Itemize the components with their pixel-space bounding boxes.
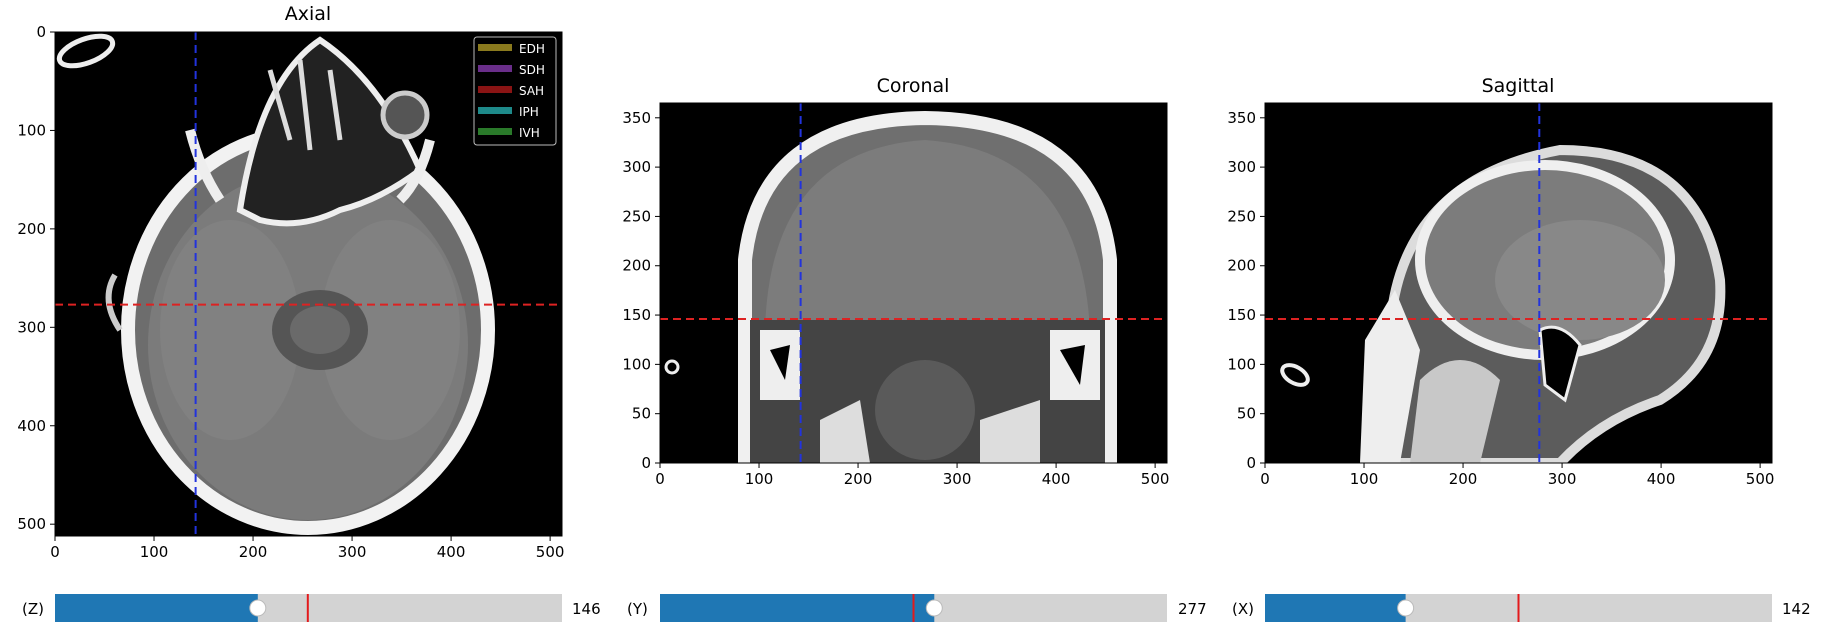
- y-tick-label: 250: [622, 207, 651, 225]
- legend-swatch-iph: [478, 107, 512, 114]
- x-tick-label: 500: [536, 543, 565, 561]
- slider-x-handle[interactable]: [1397, 599, 1415, 617]
- legend-label-sah: SAH: [519, 84, 544, 98]
- coronal-title: Coronal: [877, 75, 950, 97]
- slider-z-handle[interactable]: [249, 599, 267, 617]
- y-tick-label: 350: [1227, 109, 1256, 127]
- slider-x[interactable]: (X) 142: [1232, 594, 1811, 622]
- slider-y-fill: [660, 594, 935, 622]
- x-tick-label: 200: [239, 543, 268, 561]
- slider-z[interactable]: (Z) 146: [22, 594, 601, 622]
- slider-x-label: (X): [1232, 600, 1254, 618]
- legend-label-sdh: SDH: [519, 63, 545, 77]
- legend-swatch-sdh: [478, 65, 512, 72]
- y-tick-label: 350: [622, 109, 651, 127]
- x-tick-label: 100: [1350, 470, 1379, 488]
- x-tick-label: 500: [1141, 470, 1170, 488]
- legend-swatch-edh: [478, 44, 512, 51]
- coronal-image[interactable]: [660, 103, 1167, 463]
- coronal-y-axis: 0 50 100 150 200 250 300 350: [622, 109, 660, 472]
- slider-z-value: 146: [572, 600, 601, 618]
- x-tick-label: 100: [745, 470, 774, 488]
- x-tick-label: 400: [437, 543, 466, 561]
- y-tick-label: 250: [1227, 207, 1256, 225]
- coronal-x-axis: 0 100 200 300 400 500: [655, 463, 1169, 488]
- y-tick-label: 50: [632, 405, 651, 423]
- y-tick-label: 300: [1227, 158, 1256, 176]
- slider-x-fill: [1265, 594, 1406, 622]
- axial-title: Axial: [285, 3, 331, 25]
- sagittal-image[interactable]: [1265, 103, 1772, 463]
- y-tick-label: 0: [1246, 454, 1256, 472]
- x-tick-label: 0: [655, 470, 665, 488]
- axial-legend: EDH SDH SAH IPH IVH: [473, 36, 557, 146]
- legend-swatch-sah: [478, 86, 512, 93]
- y-tick-label: 200: [17, 220, 46, 238]
- slider-z-fill: [55, 594, 258, 622]
- sagittal-title: Sagittal: [1482, 75, 1555, 97]
- y-tick-label: 400: [17, 417, 46, 435]
- x-tick-label: 100: [140, 543, 169, 561]
- slider-y[interactable]: (Y) 277: [627, 594, 1207, 622]
- slider-y-label: (Y): [627, 600, 648, 618]
- legend-label-ivh: IVH: [519, 126, 540, 140]
- x-tick-label: 300: [338, 543, 367, 561]
- y-tick-label: 100: [17, 121, 46, 139]
- y-tick-label: 50: [1237, 405, 1256, 423]
- y-tick-label: 500: [17, 515, 46, 533]
- x-tick-label: 200: [1449, 470, 1478, 488]
- y-tick-label: 150: [1227, 306, 1256, 324]
- y-tick-label: 200: [1227, 257, 1256, 275]
- x-tick-label: 0: [1260, 470, 1270, 488]
- slider-y-value: 277: [1178, 600, 1207, 618]
- sagittal-y-axis: 0 50 100 150 200 250 300 350: [1227, 109, 1265, 472]
- x-tick-label: 400: [1647, 470, 1676, 488]
- y-tick-label: 300: [17, 318, 46, 336]
- coronal-frame: [659, 102, 1168, 464]
- axial-y-axis: 0 100 200 300 400 500: [17, 23, 55, 533]
- x-tick-label: 0: [50, 543, 60, 561]
- y-tick-label: 200: [622, 257, 651, 275]
- sagittal-x-axis: 0 100 200 300 400 500: [1260, 463, 1774, 488]
- y-tick-label: 100: [1227, 355, 1256, 373]
- legend-label-iph: IPH: [519, 105, 539, 119]
- legend-label-edh: EDH: [519, 42, 545, 56]
- x-tick-label: 400: [1042, 470, 1071, 488]
- axial-panel: Axial: [17, 3, 564, 561]
- sagittal-panel: Sagittal 0 100 200 300 400 500 0 50 100 150 200 25…: [1227, 75, 1774, 488]
- slider-y-handle[interactable]: [925, 599, 943, 617]
- y-tick-label: 100: [622, 355, 651, 373]
- x-tick-label: 300: [1548, 470, 1577, 488]
- legend-swatch-ivh: [478, 128, 512, 135]
- x-tick-label: 500: [1746, 470, 1775, 488]
- axial-frame: [54, 31, 563, 537]
- sagittal-frame: [1264, 102, 1773, 464]
- y-tick-label: 0: [641, 454, 651, 472]
- slider-x-value: 142: [1782, 600, 1811, 618]
- y-tick-label: 300: [622, 158, 651, 176]
- slider-z-label: (Z): [22, 600, 44, 618]
- y-tick-label: 0: [36, 23, 46, 41]
- coronal-panel: Coronal 0 100 200 300 400 500 0 50 100 150 200 250…: [622, 75, 1169, 488]
- x-tick-label: 200: [844, 470, 873, 488]
- axial-x-axis: 0 100 200 300 400 500: [50, 536, 564, 561]
- x-tick-label: 300: [943, 470, 972, 488]
- y-tick-label: 150: [622, 306, 651, 324]
